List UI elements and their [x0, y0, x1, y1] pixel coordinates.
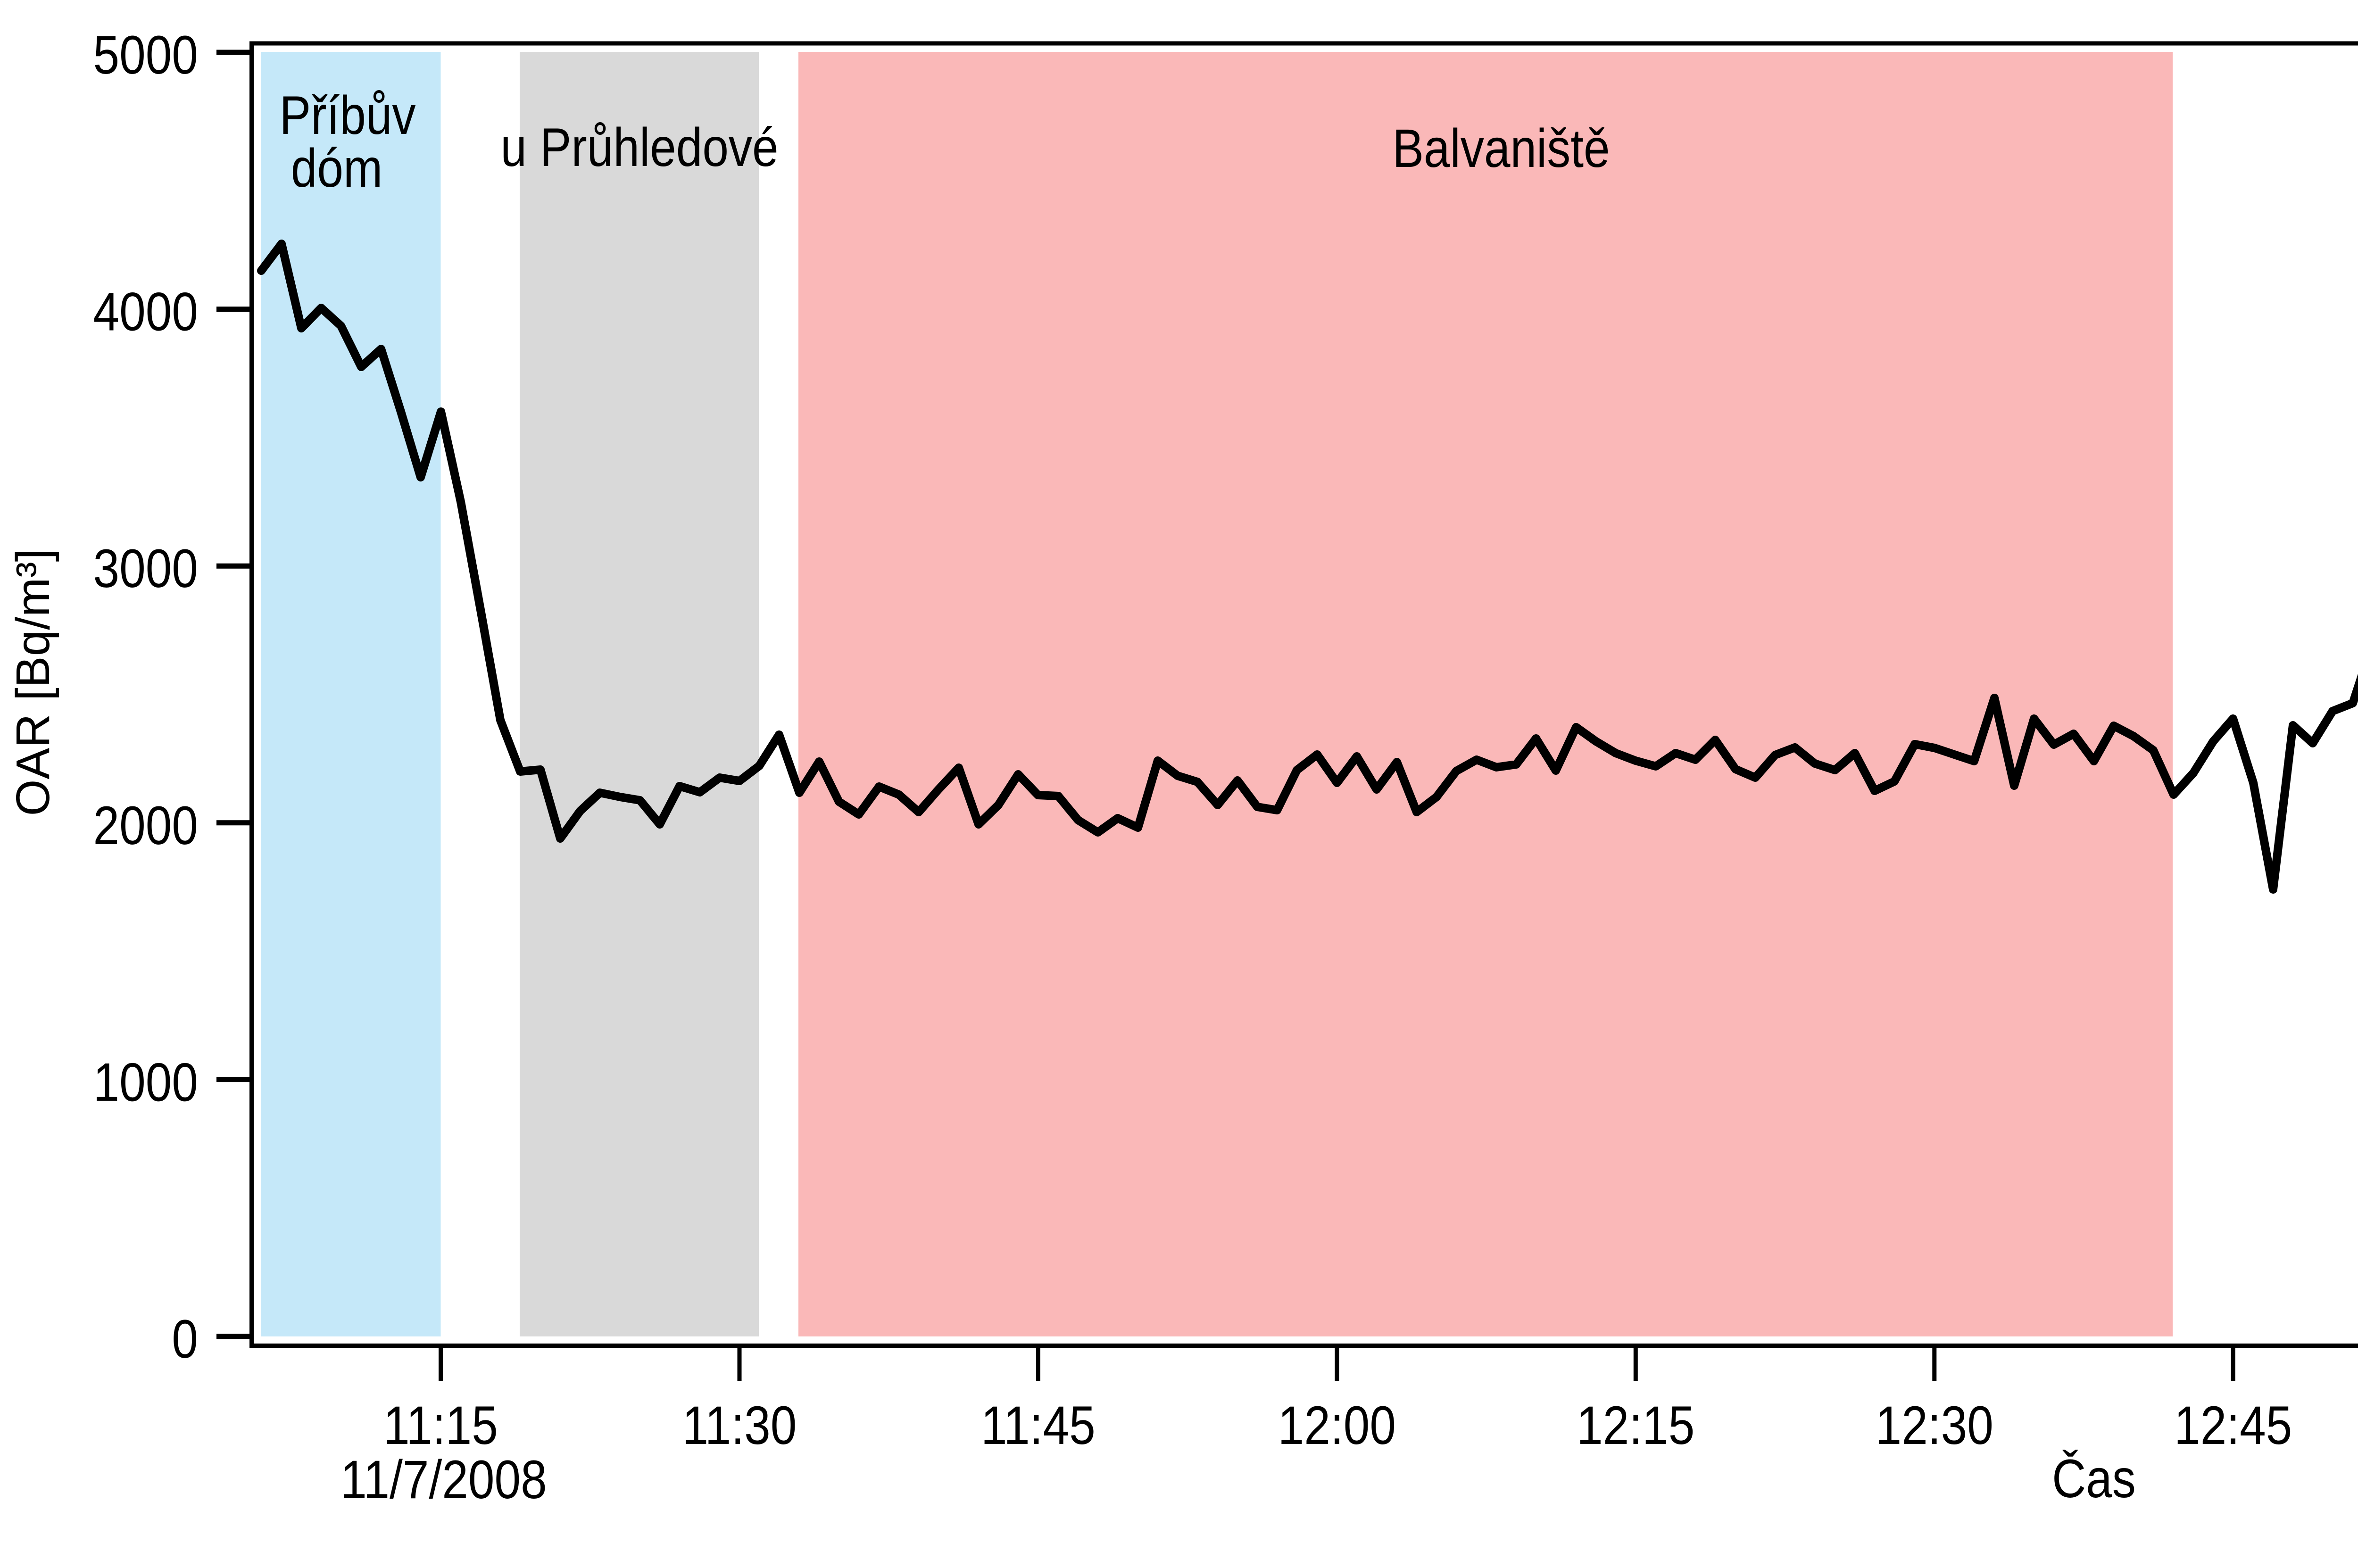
svg-text:12:15: 12:15: [1577, 1394, 1694, 1455]
svg-text:4000: 4000: [93, 281, 198, 342]
svg-text:Balvaniště: Balvaniště: [1392, 117, 1610, 178]
svg-text:3000: 3000: [93, 538, 198, 599]
svg-text:5000: 5000: [93, 24, 198, 85]
svg-text:11/7/2008: 11/7/2008: [340, 1449, 547, 1510]
svg-text:Čas: Čas: [2052, 1448, 2136, 1509]
svg-text:12:30: 12:30: [1876, 1394, 1993, 1455]
svg-text:11:30: 11:30: [682, 1394, 797, 1455]
svg-text:dóm: dóm: [291, 137, 383, 198]
svg-text:1000: 1000: [93, 1052, 198, 1112]
svg-text:11:15: 11:15: [383, 1394, 498, 1455]
svg-text:u Průhledové: u Průhledové: [500, 116, 778, 177]
svg-text:OAR [Bq/m³]: OAR [Bq/m³]: [7, 549, 59, 816]
svg-text:12:00: 12:00: [1278, 1394, 1396, 1455]
svg-text:12:45: 12:45: [2174, 1394, 2292, 1455]
svg-text:11:45: 11:45: [981, 1394, 1096, 1455]
svg-text:0: 0: [172, 1308, 198, 1369]
svg-text:2000: 2000: [93, 795, 198, 855]
svg-text:Příbův: Příbův: [280, 84, 416, 145]
